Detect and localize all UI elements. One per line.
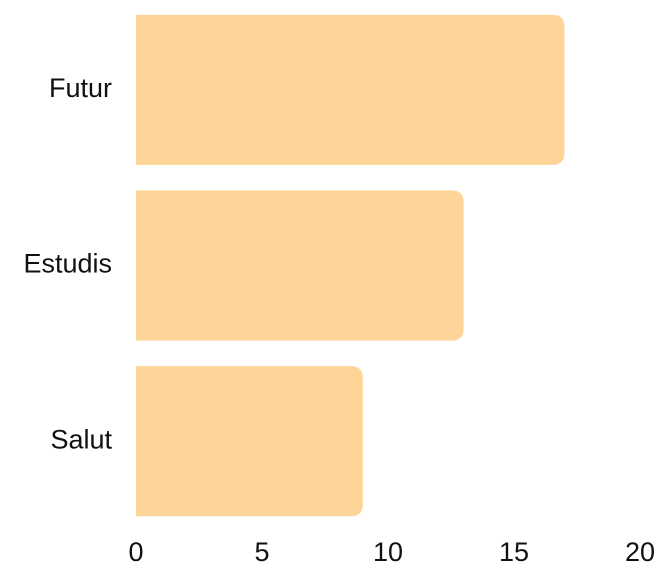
x-tick-label: 5 bbox=[254, 537, 269, 567]
x-tick-label: 10 bbox=[373, 537, 403, 567]
x-tick-label: 20 bbox=[625, 537, 655, 567]
x-tick-label: 0 bbox=[128, 537, 143, 567]
bar bbox=[136, 190, 464, 341]
bar bbox=[136, 366, 363, 517]
bar bbox=[136, 14, 565, 165]
x-tick-label: 15 bbox=[499, 537, 529, 567]
y-tick-label: Salut bbox=[50, 424, 112, 454]
y-tick-label: Futur bbox=[49, 73, 112, 103]
y-tick-label: Estudis bbox=[23, 249, 112, 279]
